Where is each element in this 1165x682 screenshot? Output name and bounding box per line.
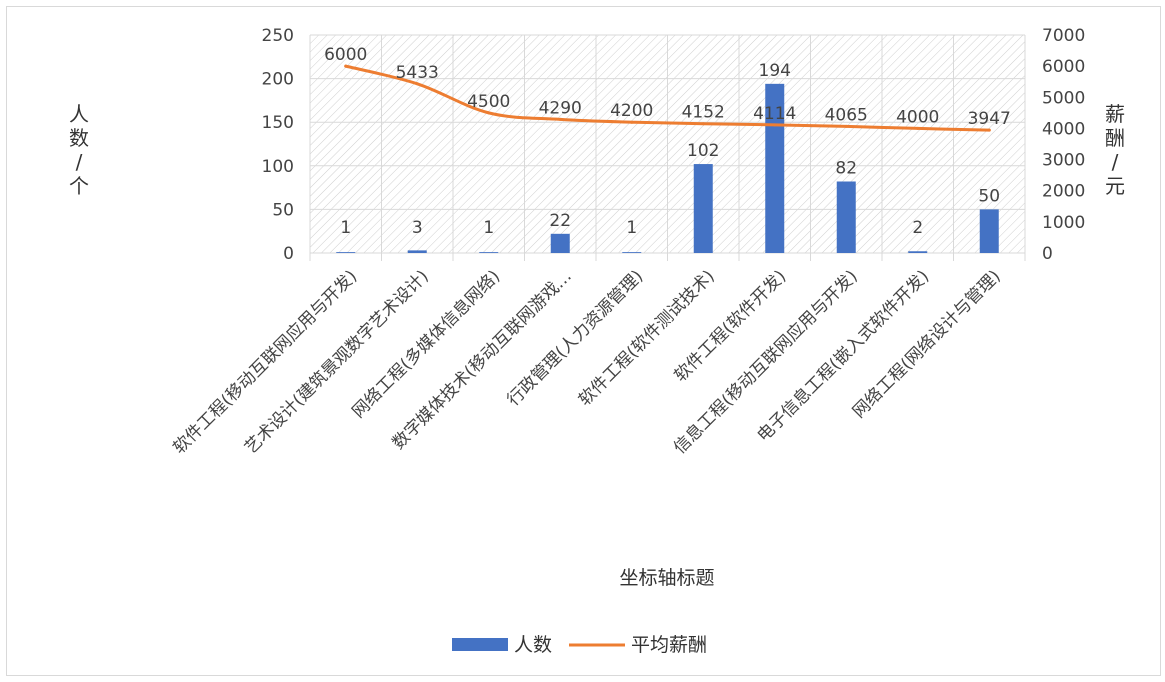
line-point — [344, 64, 348, 68]
bar-value-label: 102 — [687, 141, 719, 161]
y-left-tick-label: 0 — [283, 244, 294, 264]
y-right-tick-label: 3000 — [1042, 151, 1085, 171]
x-axis-title: 坐标轴标题 — [619, 567, 714, 589]
legend-swatch-bar — [452, 638, 508, 651]
bar-value-label: 82 — [835, 158, 857, 178]
bar-value-label: 2 — [912, 218, 923, 238]
line-value-label: 4152 — [682, 103, 725, 123]
bar — [407, 250, 427, 253]
bar — [979, 209, 999, 253]
line-point — [773, 123, 777, 127]
line-point — [701, 122, 705, 126]
line-value-label: 5433 — [396, 63, 439, 83]
y-right-tick-label: 1000 — [1042, 213, 1085, 233]
line-value-label: 4000 — [896, 107, 939, 127]
line-point — [630, 120, 634, 124]
line-point — [987, 128, 991, 132]
x-category-label: 行政管理(人力资源管理) — [504, 266, 648, 410]
y-right-tick-label: 7000 — [1042, 26, 1085, 46]
line-point — [415, 82, 419, 86]
bar-value-label: 50 — [978, 186, 1000, 206]
line-series — [344, 64, 991, 132]
y-right-tick-label: 0 — [1042, 244, 1053, 264]
legend: 人数 平均薪酬 — [452, 634, 707, 656]
chart-frame: 1 3 1 22 1 102 194 82 2 50 6000 5433 4500 4290 4200 415… — [6, 6, 1161, 676]
bar-value-label: 1 — [340, 218, 351, 238]
gridlines — [309, 34, 1026, 261]
x-category-label: 网络工程(网络设计与管理) — [849, 266, 1005, 422]
y-right-tick-label: 5000 — [1042, 88, 1085, 108]
legend-label-bar: 人数 — [514, 634, 552, 656]
bar — [336, 252, 356, 253]
bar — [693, 164, 713, 253]
bar-value-label: 22 — [549, 211, 571, 231]
line-point — [844, 124, 848, 128]
y-left-tick-label: 250 — [262, 26, 294, 46]
y-left-tick-label: 100 — [262, 157, 294, 177]
legend-label-line: 平均薪酬 — [631, 634, 707, 656]
bar — [622, 252, 642, 253]
y-right-tick-label: 2000 — [1042, 182, 1085, 202]
y-left-tick-label: 200 — [262, 70, 294, 90]
bar-value-label: 1 — [626, 218, 637, 238]
line-value-label: 4500 — [467, 92, 510, 112]
x-category-label: 软件工程(软件测试技术) — [575, 266, 719, 410]
line-point — [487, 111, 491, 115]
line-value-label: 6000 — [324, 45, 367, 65]
line-value-label: 3947 — [968, 109, 1011, 129]
bar-value-label: 1 — [483, 218, 494, 238]
salary-line — [344, 64, 991, 132]
bar-value-label: 3 — [412, 218, 423, 238]
y-right-tick-label: 6000 — [1042, 57, 1085, 77]
y-axis-left: 0 50 100 150 200 250 — [262, 26, 294, 264]
y-axis-right-title: 薪酬/元 — [1105, 102, 1125, 198]
line-point — [916, 126, 920, 130]
data-labels: 1 3 1 22 1 102 194 82 2 50 6000 5433 4500 4290 4200 415… — [324, 45, 1011, 238]
bar — [550, 233, 570, 253]
bar — [479, 252, 499, 253]
line-point — [558, 117, 562, 121]
y-left-tick-label: 150 — [262, 113, 294, 133]
line-value-label: 4114 — [753, 104, 796, 124]
x-category-label: 网络工程(多媒体信息网络) — [349, 266, 505, 422]
y-left-tick-label: 50 — [272, 200, 294, 220]
y-axis-right: 0 1000 2000 3000 4000 5000 6000 7000 — [1042, 26, 1085, 264]
line-value-label: 4290 — [539, 98, 582, 118]
y-right-tick-label: 4000 — [1042, 119, 1085, 139]
bar — [908, 251, 928, 253]
y-axis-left-title: 人数/个 — [69, 102, 89, 198]
bar — [836, 181, 856, 253]
line-value-label: 4200 — [610, 101, 653, 121]
line-value-label: 4065 — [825, 105, 868, 125]
bar-value-label: 194 — [759, 61, 791, 81]
x-axis-categories: 软件工程(移动互联网应用与开发)艺术设计(建筑景观数字艺术设计)网络工程(多媒体… — [169, 266, 1004, 458]
